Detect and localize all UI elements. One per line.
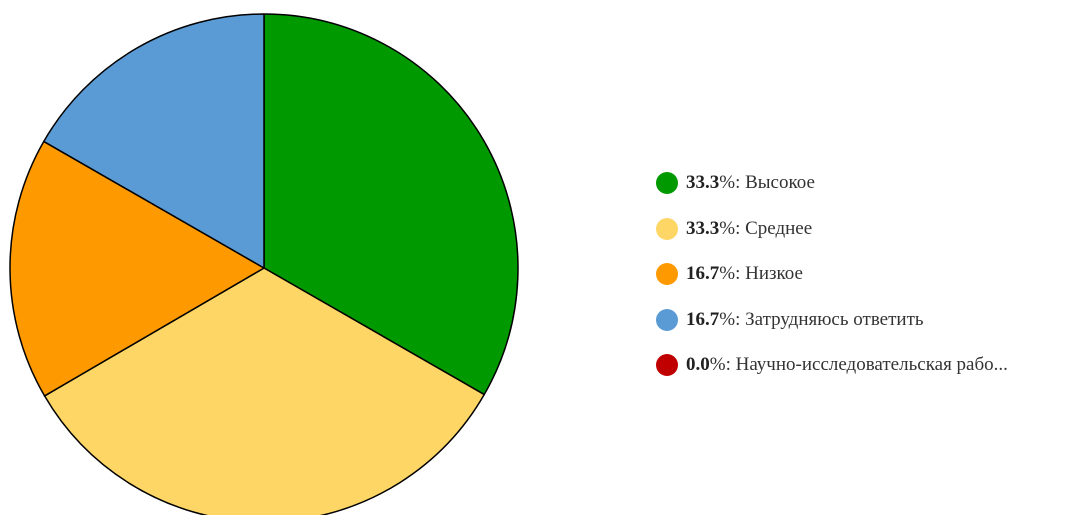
pie-slice-4[interactable] xyxy=(43,13,265,269)
legend-label-text: 16.7%: Затрудняюсь ответить xyxy=(686,309,924,331)
chart-legend: 33.3%: Высокое 33.3%: Среднее 16.7%: Низ… xyxy=(656,172,1075,400)
legend-item-5[interactable]: 0.0%: Научно-исследовательская рабо... xyxy=(656,354,1075,376)
legend-swatch-icon xyxy=(656,308,678,331)
legend-percent-sign: % xyxy=(719,172,736,193)
legend-swatch-icon xyxy=(656,172,678,194)
legend-label: Высокое xyxy=(745,172,815,193)
legend-item-2[interactable]: 33.3%: Среднее xyxy=(656,217,1075,240)
legend-label-text: 0.0%: Научно-исследовательская рабо... xyxy=(686,354,1008,376)
legend-item-3[interactable]: 16.7%: Низкое xyxy=(656,263,1075,285)
legend-swatch-icon xyxy=(656,217,678,240)
legend-value: 16.7 xyxy=(686,308,720,330)
legend-value: 0.0 xyxy=(686,354,710,375)
legend-swatch-icon xyxy=(656,263,678,285)
pie-slice-1[interactable] xyxy=(263,13,519,396)
legend-percent-sign: % xyxy=(719,308,736,330)
legend-value: 33.3 xyxy=(686,217,720,239)
pie-chart xyxy=(9,13,519,515)
legend-value: 16.7 xyxy=(686,263,720,284)
legend-separator: : xyxy=(735,172,746,193)
legend-item-4[interactable]: 16.7%: Затрудняюсь ответить xyxy=(656,308,1075,331)
legend-separator: : xyxy=(735,217,746,239)
legend-label-text: 33.3%: Среднее xyxy=(686,218,812,240)
legend-separator: : xyxy=(735,263,746,284)
legend-label-text: 16.7%: Низкое xyxy=(686,263,803,285)
legend-label: Среднее xyxy=(745,217,813,239)
legend-label: Низкое xyxy=(745,263,803,284)
legend-label-text: 33.3%: Высокое xyxy=(686,172,815,194)
pie-slice-2[interactable] xyxy=(43,267,485,515)
legend-percent-sign: % xyxy=(719,263,736,284)
legend-separator: : xyxy=(725,354,736,375)
pie-slice-3[interactable] xyxy=(9,140,265,397)
legend-value: 33.3 xyxy=(686,172,720,193)
legend-percent-sign: % xyxy=(719,217,736,239)
legend-separator: : xyxy=(735,308,746,330)
legend-label: Затрудняюсь ответить xyxy=(745,308,924,330)
legend-percent-sign: % xyxy=(709,354,726,375)
legend-item-1[interactable]: 33.3%: Высокое xyxy=(656,172,1075,194)
legend-label: Научно-исследовательская рабо... xyxy=(735,354,1008,375)
legend-swatch-icon xyxy=(656,354,678,376)
